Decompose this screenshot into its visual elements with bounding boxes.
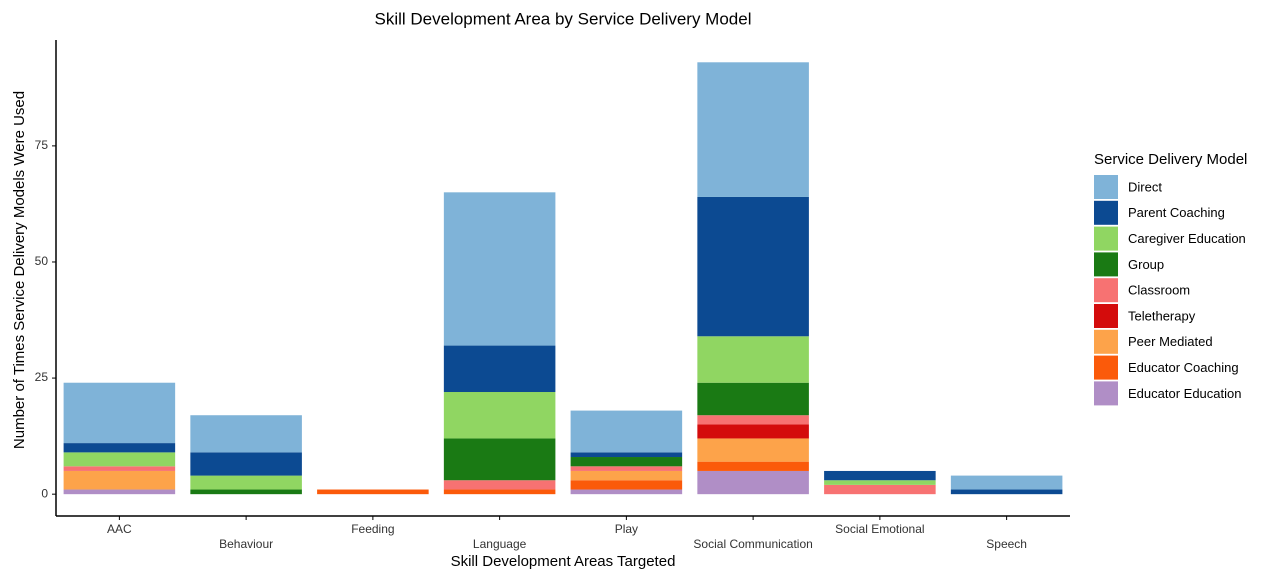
legend-label: Caregiver Education — [1128, 231, 1246, 246]
bar-segment — [317, 489, 429, 495]
bar-segment — [697, 196, 809, 337]
legend-swatch — [1094, 381, 1118, 406]
bar-segment — [443, 192, 556, 346]
legend-label: Group — [1128, 257, 1164, 272]
legend-swatch — [1094, 252, 1118, 277]
bar-segment — [570, 489, 683, 495]
bar-segment — [697, 382, 809, 416]
legend-label: Classroom — [1128, 283, 1190, 298]
x-axis-title: Skill Development Areas Targeted — [451, 553, 676, 570]
x-tick-label: AAC — [107, 522, 132, 536]
y-tick-label: 25 — [35, 370, 49, 384]
legend-label: Peer Mediated — [1128, 334, 1213, 349]
bar-segment — [443, 392, 556, 439]
bar-segment — [190, 475, 302, 490]
bar-segment — [190, 452, 302, 476]
legend-swatch — [1094, 355, 1118, 380]
x-tick-label: Behaviour — [219, 537, 273, 551]
bar-segment — [570, 470, 683, 481]
legend-swatch — [1094, 200, 1118, 225]
y-tick-label: 50 — [35, 254, 49, 268]
bar-segment — [570, 480, 683, 490]
bar-segment — [824, 470, 936, 481]
legend-swatch — [1094, 278, 1118, 303]
bar-segment — [824, 480, 936, 485]
bar-segment — [63, 470, 176, 490]
x-tick-label: Social Emotional — [835, 522, 924, 536]
y-tick-label: 75 — [35, 138, 49, 152]
x-tick-label: Language — [473, 537, 527, 551]
legend-swatch — [1094, 304, 1118, 328]
bar-segment — [63, 443, 176, 453]
bar-segment — [190, 415, 302, 453]
bar-segment — [697, 438, 809, 462]
bar-segment — [697, 470, 809, 495]
x-tick-label: Play — [615, 522, 638, 536]
bar-segment — [697, 461, 809, 471]
bar-segment — [570, 457, 683, 467]
legend-swatch — [1094, 329, 1118, 354]
legend-swatch — [1094, 175, 1118, 199]
x-tick-label: Social Communication — [693, 537, 812, 551]
legend-swatch — [1094, 226, 1118, 251]
bar-segment — [570, 466, 683, 471]
bar-segment — [950, 489, 1063, 495]
bar-segment — [697, 424, 809, 439]
bar-segment — [570, 452, 683, 458]
chart-title: Skill Development Area by Service Delive… — [375, 9, 752, 28]
bar-segment — [443, 345, 556, 393]
legend-title: Service Delivery Model — [1094, 151, 1247, 168]
bar-segment — [63, 452, 176, 467]
bar-segment — [63, 466, 176, 471]
legend-label: Direct — [1128, 179, 1162, 194]
x-tick-label: Feeding — [351, 522, 394, 536]
bar-segment — [443, 489, 556, 495]
bar-segment — [950, 475, 1063, 490]
legend-label: Educator Coaching — [1128, 360, 1239, 375]
bar-segment — [697, 415, 809, 425]
bar-segment — [824, 484, 936, 495]
legend-label: Parent Coaching — [1128, 205, 1225, 220]
bar-segment — [443, 480, 556, 490]
bar-segment — [697, 336, 809, 383]
y-tick-label: 0 — [41, 486, 48, 500]
bar-segment — [570, 410, 683, 453]
y-axis-title: Number of Times Service Delivery Models … — [11, 91, 28, 449]
legend-label: Teletherapy — [1128, 308, 1196, 323]
bar-segment — [697, 62, 809, 197]
bar-segment — [190, 489, 302, 495]
bar-segment — [443, 438, 556, 481]
bar-segment — [63, 382, 176, 444]
x-tick-label: Speech — [986, 537, 1027, 551]
bar-segment — [63, 489, 176, 495]
legend-label: Educator Education — [1128, 386, 1241, 401]
